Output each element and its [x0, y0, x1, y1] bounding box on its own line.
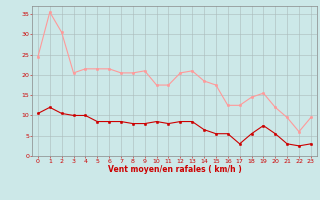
X-axis label: Vent moyen/en rafales ( km/h ): Vent moyen/en rafales ( km/h ): [108, 165, 241, 174]
